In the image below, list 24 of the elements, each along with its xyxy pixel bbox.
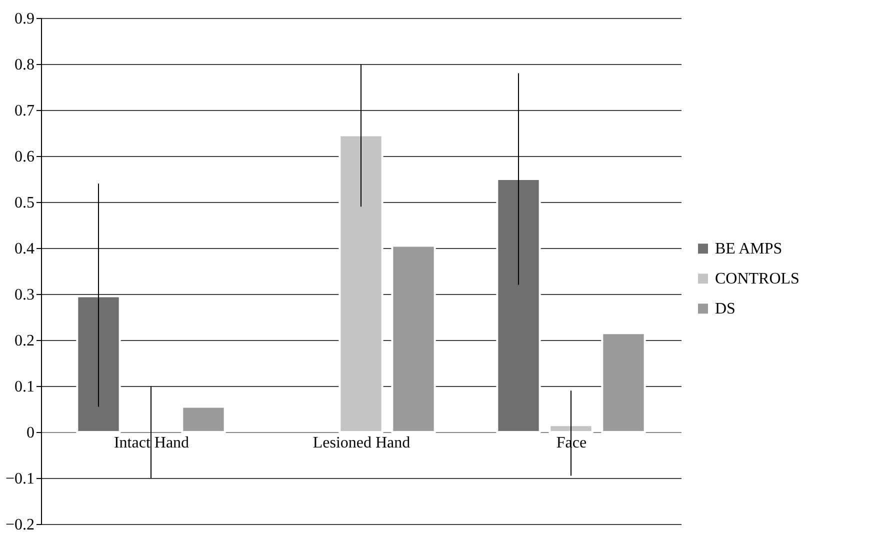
x-tick-label: Lesioned Hand [312,434,410,452]
bar [338,134,384,433]
legend-label: DS [715,300,736,318]
y-tick-label: 0.1 [14,378,34,396]
bar [76,295,121,433]
y-tick-label: −0.1 [5,470,34,488]
bar [181,406,226,433]
y-tick-label: −0.2 [5,516,34,534]
y-tick-label: 0.7 [14,102,34,120]
y-tick-label: 0.4 [14,240,34,258]
x-tick-label: Intact Hand [114,434,190,452]
bar [496,178,541,433]
y-tick-label: 0.8 [14,56,34,74]
y-tick-label: 0 [26,424,34,442]
y-tick-label: 0.2 [14,332,34,350]
y-tick-label: 0.6 [14,148,34,166]
y-tick-label: 0.5 [14,194,34,212]
bar [601,332,646,433]
legend-label: BE AMPS [715,240,782,258]
bar [548,424,594,433]
y-tick-label: 0.3 [14,286,34,304]
legend-label: CONTROLS [715,270,800,288]
bar [391,244,436,433]
y-tick-label: 0.9 [14,10,34,28]
